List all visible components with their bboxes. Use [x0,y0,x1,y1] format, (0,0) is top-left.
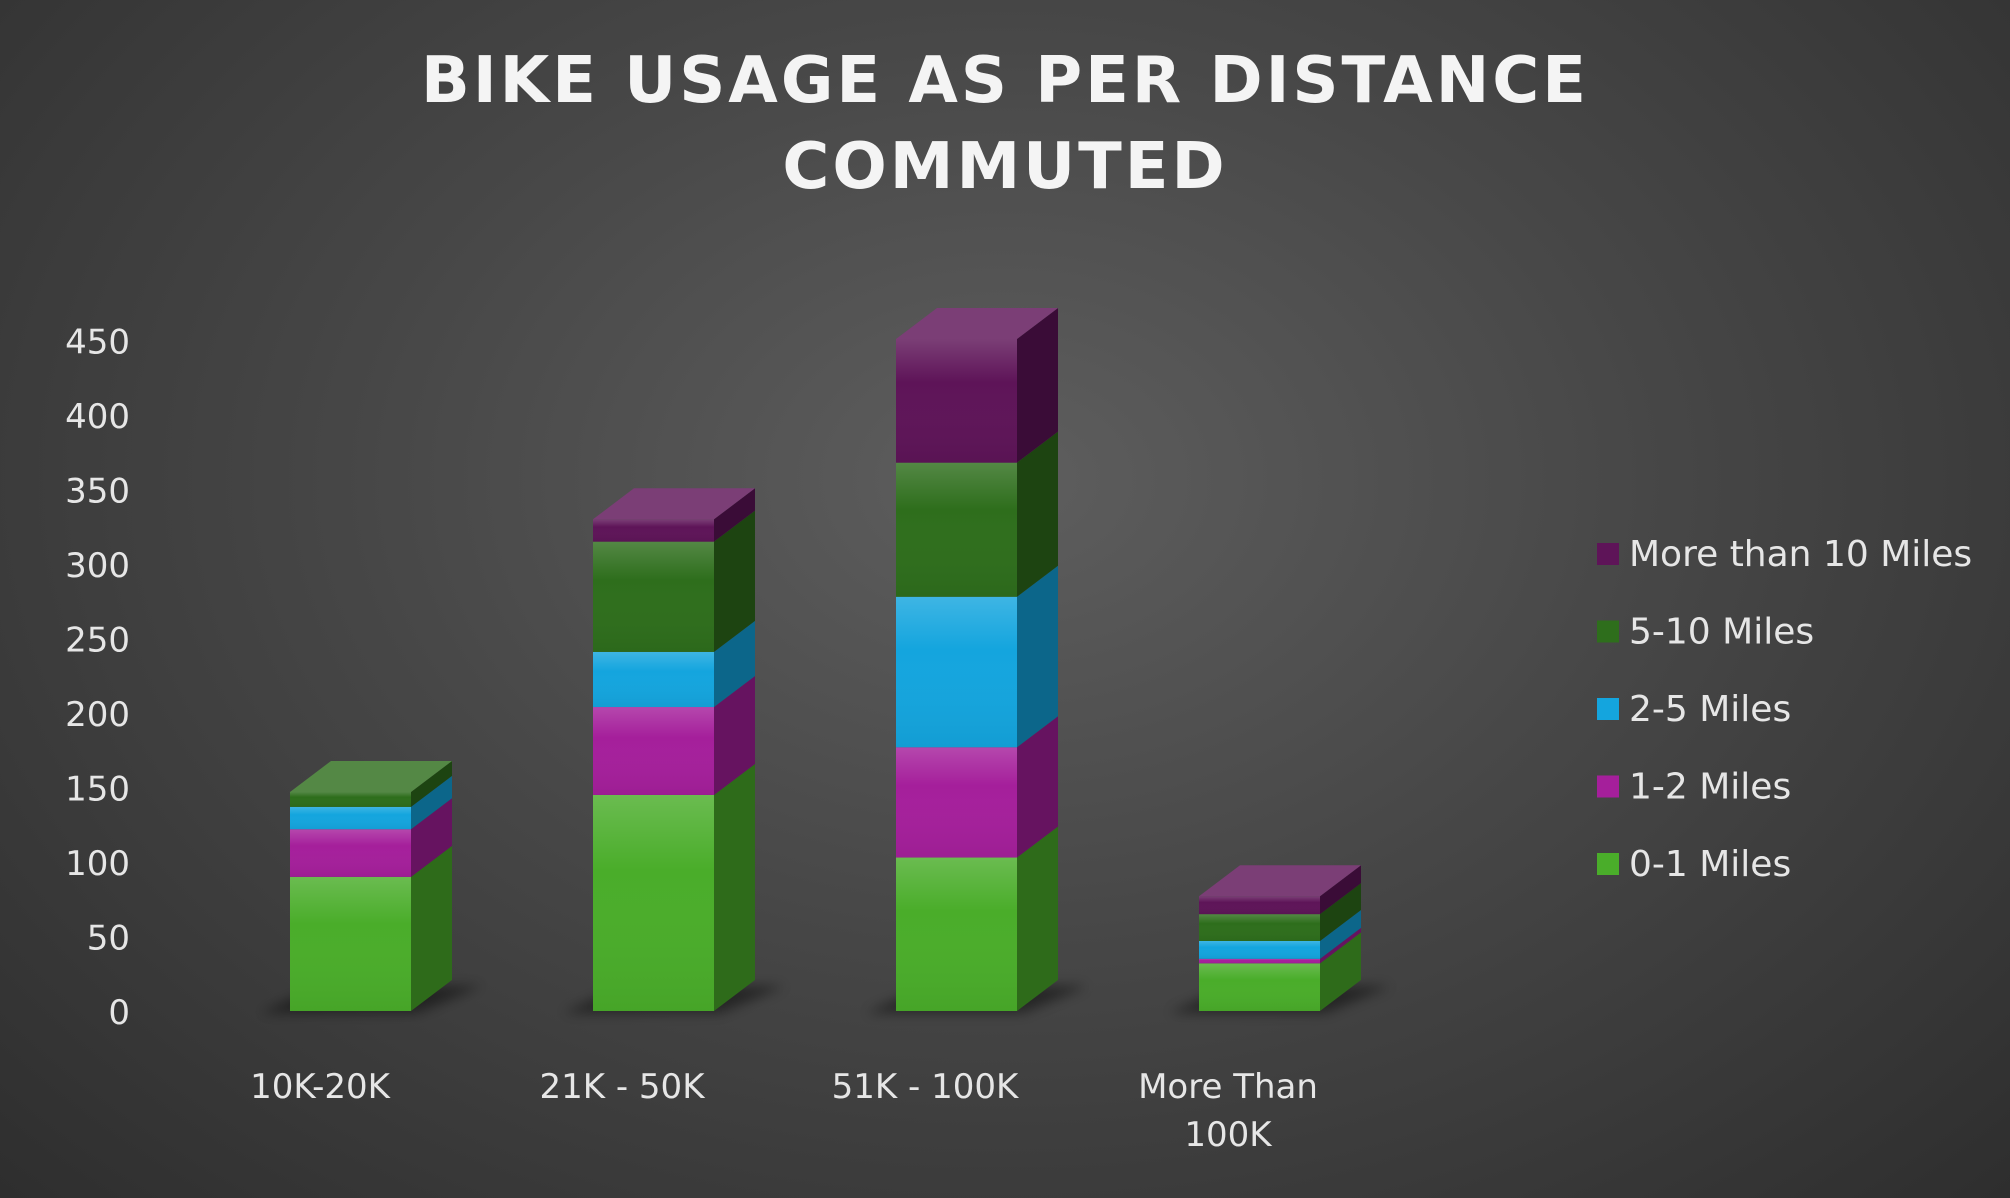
bar-segment-sheen [290,791,411,807]
bar-segment-sheen [593,541,714,652]
bar-segment-sheen [593,651,714,708]
legend-item: 5-10 Miles [1597,612,1814,653]
bar-stack [563,488,785,1013]
bar-top [593,488,755,520]
bar-segment-sheen [593,794,714,1011]
bar-top [1199,865,1361,897]
y-tick-label: 350 [65,472,130,512]
bar-segment-sheen [896,596,1017,748]
y-tick-label: 0 [108,993,130,1033]
bar-segment-sheen [896,339,1017,463]
legend-item: More than 10 Miles [1597,534,1972,575]
bar-top [290,760,452,792]
x-tick-label: 100K [1184,1115,1273,1155]
bar-segment-side [1320,909,1361,959]
legend: More than 10 Miles 5-10 Miles 2-5 Miles 1-2… [1597,534,1972,885]
bar-stack [260,760,482,1013]
bar-segment-side [714,488,755,542]
legend-item: 1-2 Miles [1597,767,1791,808]
y-tick-label: 300 [65,546,130,586]
legend-label: 5-10 Miles [1629,612,1814,653]
legend-swatch [1597,775,1619,798]
chart-title-line-2: COMMUTED [782,130,1227,204]
bar-segment-sheen [290,829,411,877]
bar-stack [1169,865,1391,1013]
bar-segment-side [714,510,755,652]
bar-segment-sheen [896,857,1017,1011]
bar-segment-sheen [1199,963,1320,1011]
bar-segment-side [411,798,452,877]
x-tick-label: 21K - 50K [539,1067,706,1107]
bar-segment-sheen [1199,914,1320,941]
bar-segment-side [1017,308,1058,463]
y-axis: 0 50 100 150 200 250 300 350 400 450 [65,323,130,1034]
bar-segment-sheen [290,876,411,1011]
bar-stack [866,308,1088,1013]
legend-item: 2-5 Miles [1597,689,1791,730]
legend-item: 0-1 Miles [1597,844,1791,885]
bar-segment-sheen [593,519,714,542]
bar-segment-side [1320,927,1361,964]
legend-swatch [1597,853,1619,875]
legend-label: 1-2 Miles [1629,767,1791,808]
bar-segment-sheen [1199,958,1320,964]
y-tick-label: 100 [65,844,130,884]
legend-swatch [1597,543,1619,565]
bar-segment-side [1320,932,1361,1011]
bar-segment-side [411,760,452,807]
bar-segment-sheen [290,806,411,830]
y-tick-label: 50 [87,919,130,959]
legend-label: 2-5 Miles [1629,689,1791,730]
bar-segment-side [1017,716,1058,858]
legend-label: 0-1 Miles [1629,844,1791,885]
bar-segment-side [411,775,452,830]
bar-segment-side [714,676,755,795]
y-tick-label: 200 [65,695,130,735]
bar-segment-side [411,845,452,1011]
legend-swatch [1597,620,1619,643]
x-axis: 10K-20K 21K - 50K 51K - 100K More Than 100K [250,1067,1318,1155]
legend-label: More than 10 Miles [1629,534,1972,575]
x-tick-label: 10K-20K [250,1067,392,1107]
bar-segment-sheen [1199,896,1320,915]
y-tick-label: 450 [65,323,130,363]
bar-segment-sheen [593,707,714,795]
x-tick-label: 51K - 100K [832,1067,1020,1107]
y-tick-label: 400 [65,397,130,437]
bar-segment-side [1320,865,1361,915]
legend-swatch [1597,698,1619,720]
bar-top [896,308,1058,340]
plot-area [260,308,1391,1013]
chart-title: BIKE USAGE AS PER DISTANCE COMMUTED [421,44,1589,204]
x-tick-label: More Than [1138,1067,1318,1107]
bar-segment-sheen [896,747,1017,858]
y-tick-label: 150 [65,770,130,810]
bar-segment-sheen [1199,940,1320,959]
bar-segment-side [1017,565,1058,748]
chart-title-line-1: BIKE USAGE AS PER DISTANCE [421,44,1589,118]
bar-segment-side [714,763,755,1011]
bar-segment-side [1017,826,1058,1011]
y-tick-label: 250 [65,621,130,661]
bar-segment-side [1320,883,1361,941]
bar-segment-sheen [896,462,1017,597]
bar-segment-side [1017,431,1058,597]
bar-segment-side [714,620,755,708]
